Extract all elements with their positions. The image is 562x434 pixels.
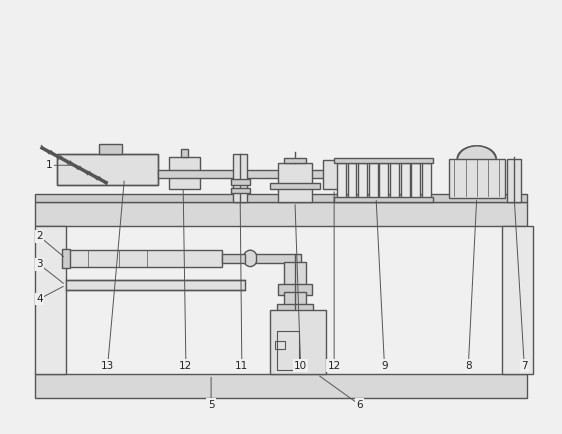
FancyBboxPatch shape [256,253,301,263]
FancyBboxPatch shape [284,262,306,286]
FancyBboxPatch shape [390,163,399,197]
Text: 12: 12 [328,361,341,371]
FancyBboxPatch shape [401,163,410,197]
FancyBboxPatch shape [233,155,247,202]
FancyBboxPatch shape [502,226,533,375]
Text: 11: 11 [235,361,248,371]
FancyBboxPatch shape [62,249,70,268]
FancyBboxPatch shape [334,197,433,202]
Text: 6: 6 [356,400,362,410]
FancyBboxPatch shape [379,163,388,197]
FancyBboxPatch shape [278,163,312,202]
FancyBboxPatch shape [369,163,378,197]
Text: 8: 8 [465,361,472,371]
FancyBboxPatch shape [284,158,306,163]
FancyBboxPatch shape [230,188,250,193]
Ellipse shape [501,388,520,397]
FancyBboxPatch shape [230,180,250,184]
Text: 3: 3 [36,260,43,270]
FancyBboxPatch shape [66,250,223,266]
Text: 10: 10 [294,361,307,371]
Text: 7: 7 [521,361,528,371]
FancyBboxPatch shape [270,183,320,189]
FancyBboxPatch shape [334,158,433,163]
FancyBboxPatch shape [158,170,326,178]
FancyBboxPatch shape [277,304,314,311]
FancyBboxPatch shape [411,163,420,197]
FancyBboxPatch shape [347,163,356,197]
FancyBboxPatch shape [35,194,527,202]
FancyBboxPatch shape [66,279,244,290]
Text: 1: 1 [46,160,52,170]
Ellipse shape [243,250,257,266]
FancyBboxPatch shape [223,253,244,263]
Text: 12: 12 [179,361,193,371]
Text: 13: 13 [101,361,114,371]
FancyBboxPatch shape [507,159,522,202]
FancyBboxPatch shape [337,163,346,197]
FancyBboxPatch shape [182,149,188,157]
Text: 2: 2 [36,231,43,241]
FancyBboxPatch shape [284,293,306,306]
Text: 4: 4 [36,294,43,304]
FancyBboxPatch shape [270,310,326,375]
Ellipse shape [48,388,67,397]
FancyBboxPatch shape [449,159,505,197]
FancyBboxPatch shape [358,163,367,197]
Wedge shape [457,146,496,161]
FancyBboxPatch shape [323,160,345,189]
Text: 9: 9 [381,361,388,371]
FancyBboxPatch shape [35,202,527,226]
FancyBboxPatch shape [35,375,527,398]
FancyBboxPatch shape [169,157,200,189]
FancyBboxPatch shape [278,284,312,295]
Text: 5: 5 [208,400,215,410]
FancyBboxPatch shape [35,226,66,375]
FancyBboxPatch shape [99,144,121,155]
FancyBboxPatch shape [57,155,158,184]
FancyBboxPatch shape [422,163,431,197]
